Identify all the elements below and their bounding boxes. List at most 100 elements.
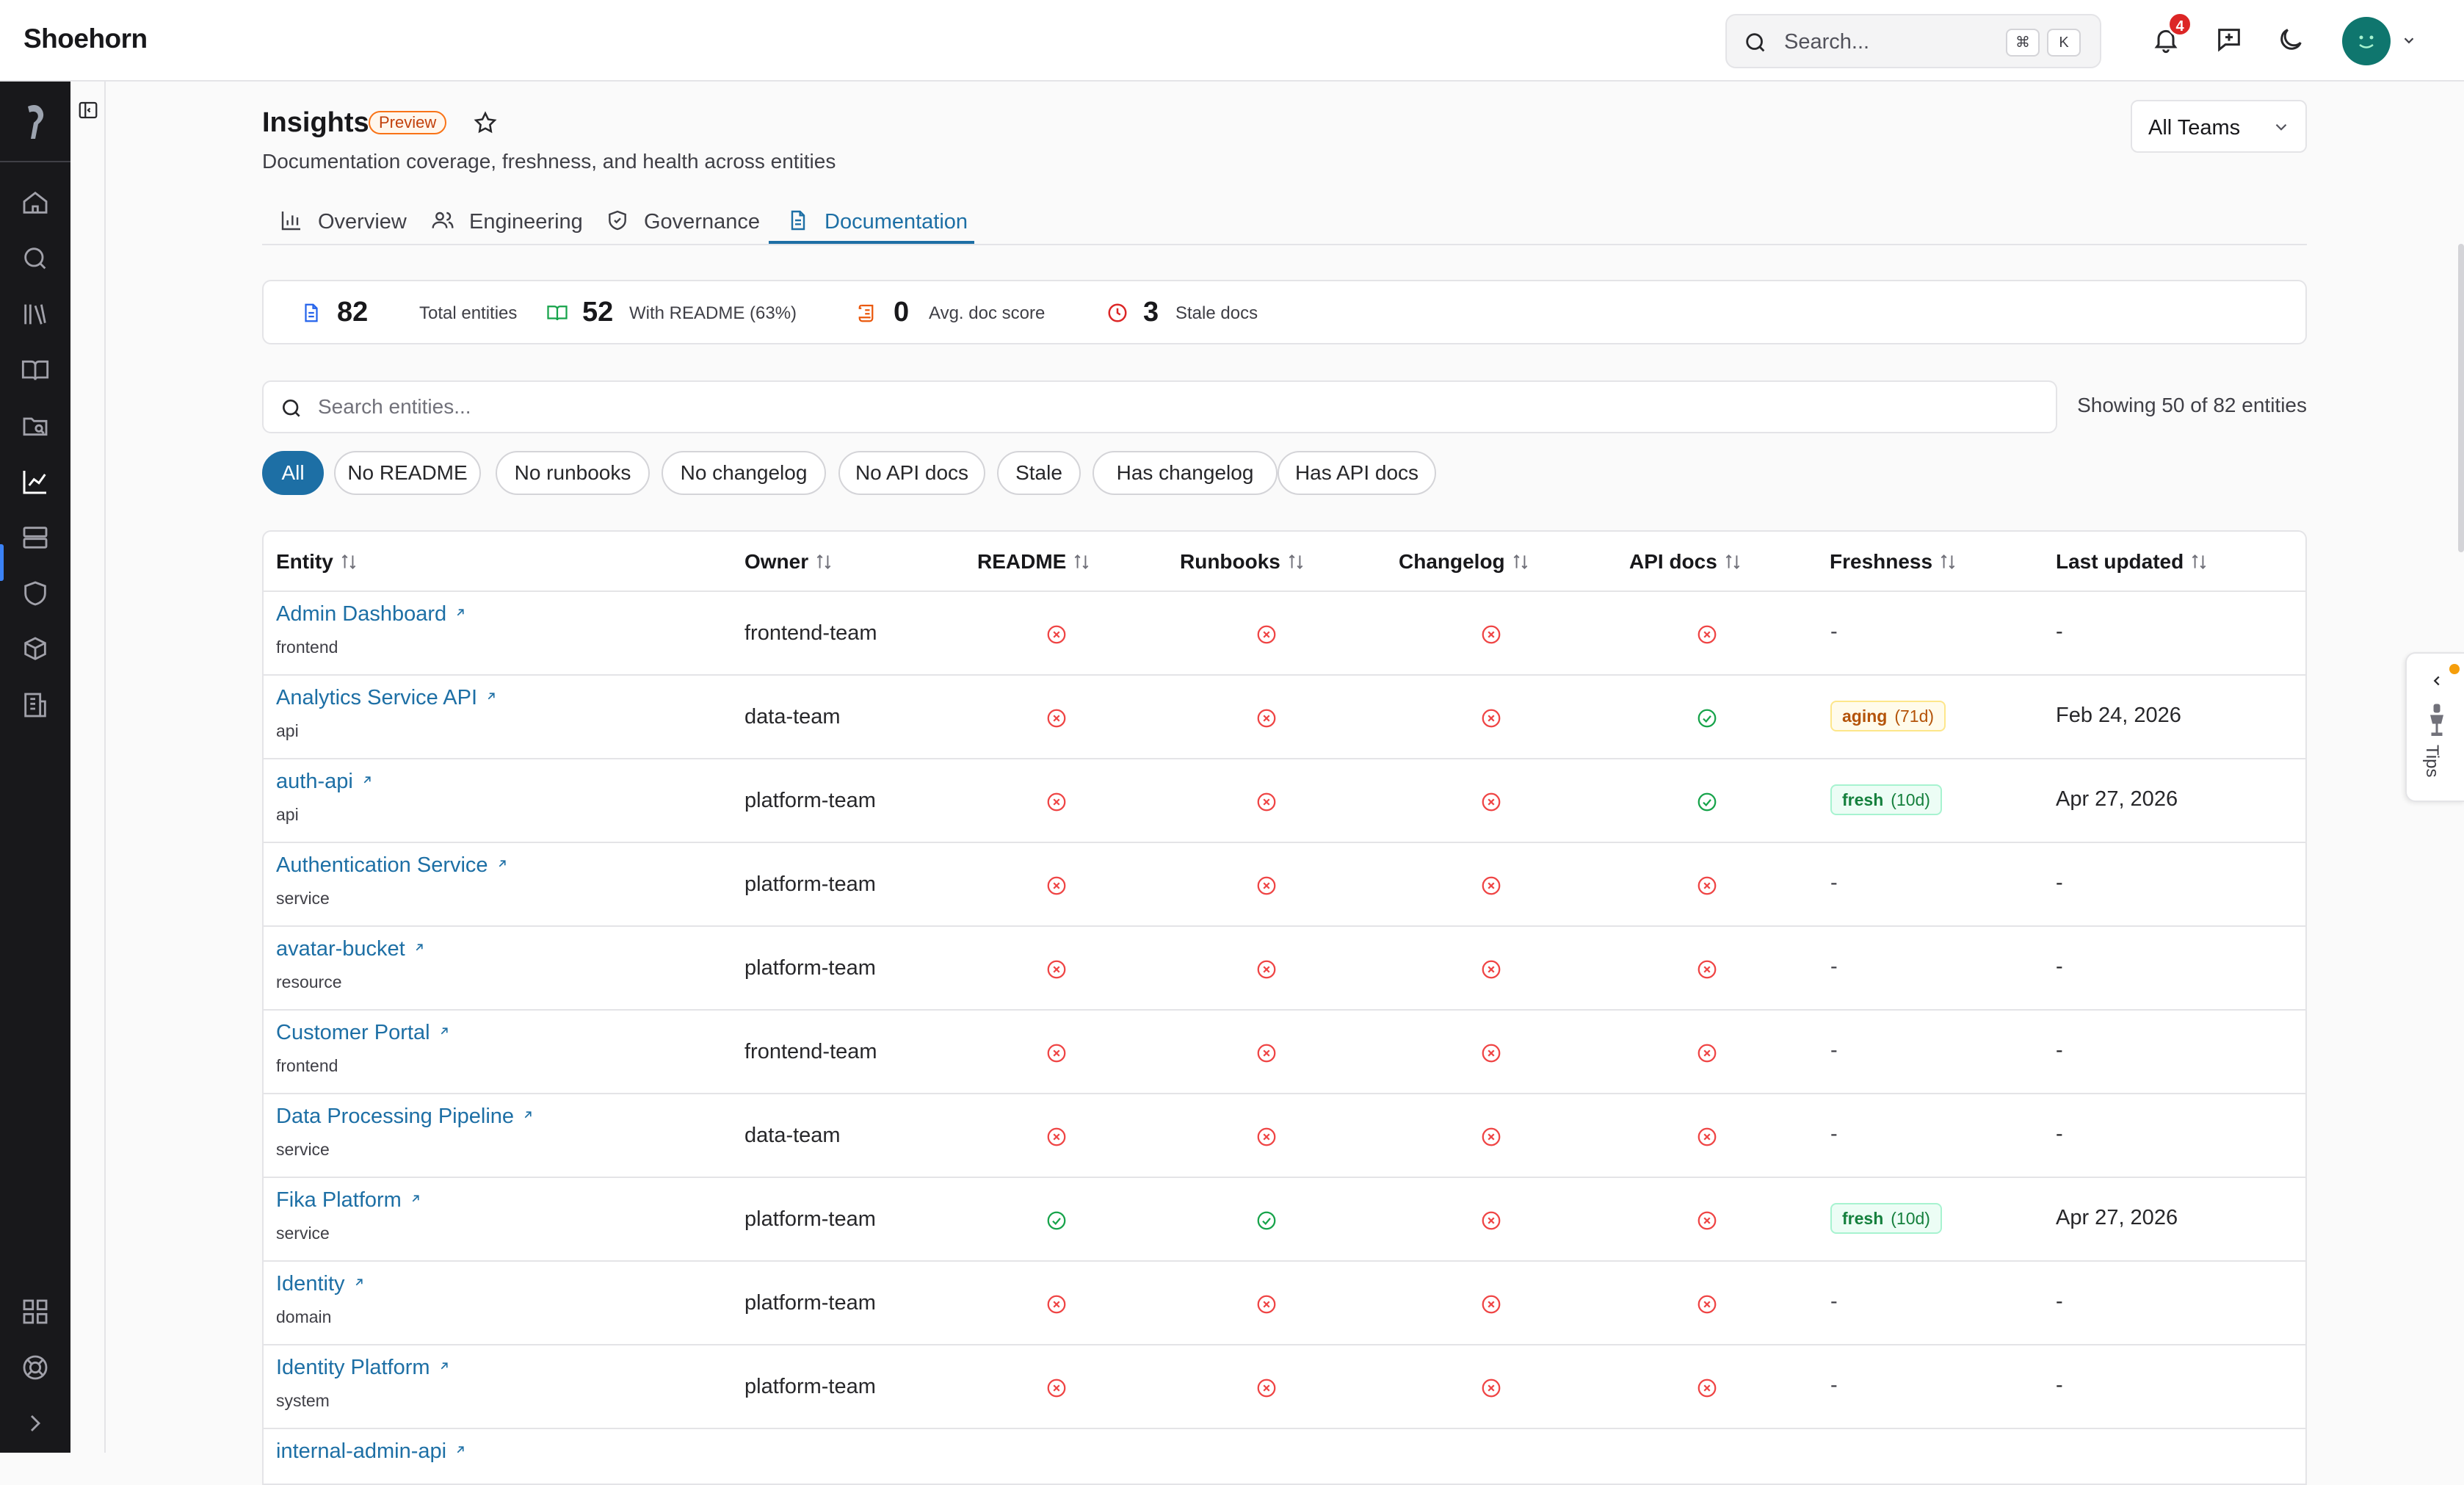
table-row: internal-admin-api [264, 1429, 2305, 1484]
entity-name: Admin Dashboard [276, 602, 447, 626]
column-header-runbooks[interactable]: Runbooks [1180, 550, 1305, 574]
column-header-last-updated[interactable]: Last updated [2056, 550, 2208, 574]
entity-type: service [276, 1224, 330, 1243]
column-header-freshness[interactable]: Freshness [1830, 550, 1957, 574]
x-circle-icon [1047, 876, 1066, 895]
entity-link[interactable]: Identity [276, 1272, 366, 1296]
entity-link[interactable]: Data Processing Pipeline [276, 1105, 535, 1129]
entity-link[interactable]: Admin Dashboard [276, 602, 467, 626]
column-header-owner[interactable]: Owner [744, 550, 833, 574]
team-filter-select[interactable]: All Teams [2131, 100, 2307, 153]
x-circle-icon [1257, 960, 1276, 979]
filter-chip-no-runbooks[interactable]: No runbooks [496, 451, 650, 495]
freshness-empty: - [1830, 955, 1838, 978]
column-header-entity[interactable]: Entity [276, 550, 358, 574]
entity-link[interactable]: Identity Platform [276, 1356, 451, 1380]
freshness-badge: aging (71d) [1830, 701, 1946, 731]
filter-chip-stale[interactable]: Stale [997, 451, 1081, 495]
entity-link[interactable]: Analytics Service API [276, 686, 498, 710]
last-updated: - [2056, 1122, 2063, 1146]
entity-link[interactable]: Authentication Service [276, 853, 509, 878]
external-link-arrow-icon [524, 1111, 532, 1119]
insights-chart-icon[interactable] [21, 467, 50, 496]
x-circle-icon [1257, 625, 1276, 644]
server-icon[interactable] [21, 523, 50, 552]
dark-mode-moon-icon[interactable] [2276, 25, 2305, 54]
user-avatar[interactable] [2342, 17, 2391, 65]
last-updated: - [2056, 1373, 2063, 1397]
filter-chip-no-changelog[interactable]: No changelog [662, 451, 826, 495]
tips-drawer-tab[interactable]: Tips [2405, 652, 2464, 802]
table-row: Analytics Service API api data-team aging (7… [264, 676, 2305, 759]
freshness-age: (10d) [1891, 1209, 1930, 1228]
x-circle-icon [1482, 792, 1501, 812]
tab-overview[interactable]: Overview [262, 200, 407, 244]
entity-link[interactable]: Fika Platform [276, 1188, 422, 1213]
entity-type: domain [276, 1307, 332, 1326]
external-link-arrow-icon [457, 609, 464, 616]
filter-chip-all[interactable]: All [262, 451, 324, 495]
documentation-stats-bar: 82 Total entities 52 With README (63%) 0… [262, 280, 2307, 344]
library-icon[interactable] [21, 300, 50, 329]
filter-chip-no-readme[interactable]: No README [334, 451, 481, 495]
filter-chip-no-api-docs[interactable]: No API docs [838, 451, 985, 495]
expand-chevron-right-icon[interactable] [21, 1409, 50, 1438]
column-header-api-docs[interactable]: API docs [1629, 550, 1742, 574]
tips-label: Tips [2422, 745, 2442, 778]
app-logo[interactable] [0, 82, 70, 162]
results-count: Showing 50 of 82 entities [2077, 394, 2307, 416]
column-header-readme[interactable]: README [977, 550, 1091, 574]
last-updated: Apr 27, 2026 [2056, 787, 2178, 811]
tab-documentation[interactable]: Documentation [769, 200, 974, 244]
chevron-down-icon[interactable] [2401, 32, 2417, 48]
help-lifebuoy-icon[interactable] [21, 1353, 50, 1382]
entity-search-input[interactable] [316, 392, 2005, 422]
shield-icon[interactable] [21, 579, 50, 608]
table-row: Authentication Service service platform-te… [264, 843, 2305, 927]
sidebar-toggle-icon[interactable] [77, 99, 99, 121]
entity-link[interactable]: avatar-bucket [276, 937, 426, 961]
external-link-arrow-icon [412, 1195, 419, 1202]
search-nav-icon[interactable] [21, 244, 50, 273]
entity-link[interactable]: internal-admin-api [276, 1439, 467, 1464]
column-header-changelog[interactable]: Changelog [1399, 550, 1530, 574]
file-text-icon [305, 303, 318, 322]
page-subtitle: Documentation coverage, freshness, and h… [262, 150, 836, 173]
x-circle-icon [1047, 1379, 1066, 1398]
x-circle-icon [1697, 1379, 1717, 1398]
feedback-icon[interactable] [2214, 25, 2244, 54]
global-search[interactable]: Search... ⌘ K [1725, 14, 2101, 68]
brand-name[interactable]: Shoehorn [23, 24, 148, 54]
sort-arrows-icon [1941, 554, 1955, 570]
x-circle-icon [1047, 1295, 1066, 1314]
tab-governance[interactable]: Governance [588, 200, 764, 244]
freshness-status: fresh [1842, 1209, 1884, 1228]
package-plus-icon[interactable] [21, 635, 50, 664]
x-circle-icon [1482, 960, 1501, 979]
entity-owner: platform-team [744, 1375, 876, 1398]
folder-search-icon[interactable] [21, 411, 50, 441]
x-circle-icon [1257, 792, 1276, 812]
page-scrollbar[interactable] [2458, 244, 2464, 552]
entity-type: api [276, 721, 299, 740]
entity-owner: frontend-team [744, 1040, 877, 1063]
entity-name: Identity [276, 1272, 345, 1296]
grid-apps-icon[interactable] [21, 1297, 50, 1326]
table-row: Admin Dashboard frontend frontend-team - - [264, 592, 2305, 676]
book-open-icon[interactable] [21, 355, 50, 385]
entity-link[interactable]: Customer Portal [276, 1021, 451, 1045]
external-link-arrow-icon [488, 693, 495, 700]
x-circle-icon [1482, 1044, 1501, 1063]
shortcut-cmd-key: ⌘ [2006, 29, 2040, 57]
filter-chip-has-changelog[interactable]: Has changelog [1093, 451, 1278, 495]
shoehorn-logo-icon [28, 105, 44, 139]
bell-icon[interactable] [2151, 25, 2181, 54]
building-icon[interactable] [21, 690, 50, 720]
filter-chip-has-api-docs[interactable]: Has API docs [1278, 451, 1436, 495]
star-favorite-icon[interactable] [473, 110, 498, 135]
entity-link[interactable]: auth-api [276, 770, 374, 794]
home-icon[interactable] [21, 188, 50, 217]
tab-engineering[interactable]: Engineering [413, 200, 583, 244]
chevron-down-icon [2275, 123, 2287, 131]
x-circle-icon [1047, 625, 1066, 644]
